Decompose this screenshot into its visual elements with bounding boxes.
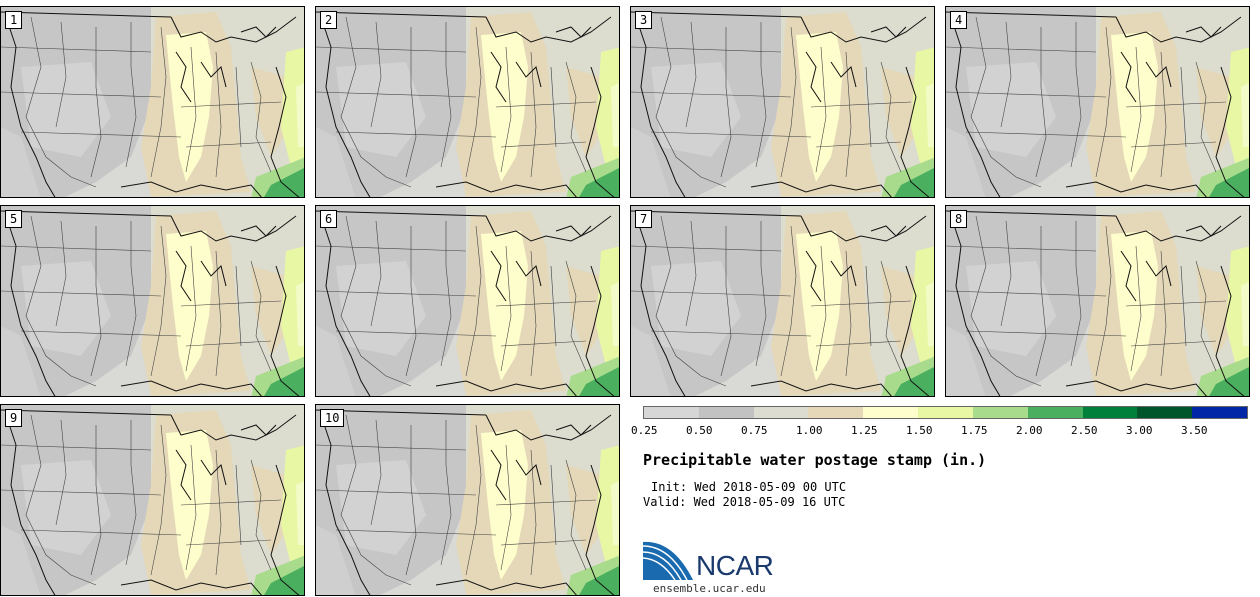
- map-panel-9: 9: [0, 404, 305, 596]
- colorbar-tick-label: 3.50: [1181, 424, 1208, 437]
- member-label: 3: [635, 11, 653, 29]
- colorbar-swatch: [1082, 407, 1138, 418]
- member-label: 9: [5, 409, 23, 427]
- precipitable-water-map: [316, 7, 619, 197]
- member-label: 1: [5, 11, 23, 29]
- colorbar-swatch: [918, 407, 973, 418]
- member-label: 6: [320, 210, 338, 228]
- map-panel-2: 2: [315, 6, 620, 198]
- colorbar-tick-label: 2.50: [1071, 424, 1098, 437]
- map-panel-10: 10: [315, 404, 620, 596]
- colorbar-tick-label: 1.25: [851, 424, 878, 437]
- colorbar-tick-label: 3.00: [1126, 424, 1153, 437]
- colorbar-swatch: [1027, 407, 1083, 418]
- precipitable-water-map: [1, 7, 304, 197]
- colorbar-tick-label: 1.50: [906, 424, 933, 437]
- ncar-logo-icon: [643, 541, 693, 581]
- precipitable-water-map: [946, 7, 1249, 197]
- colorbar-swatch: [698, 407, 754, 418]
- member-label: 2: [320, 11, 338, 29]
- precipitable-water-map: [316, 206, 619, 396]
- member-label: 4: [950, 11, 968, 29]
- precipitable-water-map: [1, 405, 304, 595]
- colorbar-ticks: 0.25 0.50 0.75 1.00 1.25 1.50 1.75 2.00 2.50 3.00…: [630, 424, 1250, 438]
- member-label: 5: [5, 210, 23, 228]
- colorbar-swatch: [1192, 407, 1247, 418]
- map-panel-1: 1: [0, 6, 305, 198]
- colorbar-swatch: [753, 407, 809, 418]
- precipitable-water-map: [316, 405, 619, 595]
- member-label: 8: [950, 210, 968, 228]
- colorbar-swatch: [972, 407, 1028, 418]
- colorbar-swatch: [1137, 407, 1193, 418]
- page-title: Precipitable water postage stamp (in.): [643, 451, 987, 469]
- colorbar-swatch: [863, 407, 919, 418]
- colorbar: [643, 406, 1248, 419]
- colorbar-swatch: [808, 407, 864, 418]
- map-panel-4: 4: [945, 6, 1250, 198]
- colorbar-tick-label: 0.50: [686, 424, 713, 437]
- member-label: 7: [635, 210, 653, 228]
- colorbar-tick-label: 0.25: [631, 424, 658, 437]
- ncar-logo-text: NCAR: [696, 550, 774, 581]
- map-panel-8: 8: [945, 205, 1250, 397]
- precipitable-water-map: [631, 7, 934, 197]
- member-label: 10: [320, 409, 345, 427]
- site-url: ensemble.ucar.edu: [653, 582, 766, 595]
- precipitable-water-map: [946, 206, 1249, 396]
- colorbar-swatch: [644, 407, 699, 418]
- map-panel-5: 5: [0, 205, 305, 397]
- map-panel-6: 6: [315, 205, 620, 397]
- colorbar-tick-label: 1.75: [961, 424, 988, 437]
- map-panel-7: 7: [630, 205, 935, 397]
- precipitable-water-map: [1, 206, 304, 396]
- precipitable-water-map: [631, 206, 934, 396]
- colorbar-tick-label: 2.00: [1016, 424, 1043, 437]
- init-time: Init: Wed 2018-05-09 00 UTC: [651, 480, 847, 494]
- map-panel-3: 3: [630, 6, 935, 198]
- colorbar-tick-label: 0.75: [741, 424, 768, 437]
- valid-time: Valid: Wed 2018-05-09 16 UTC: [643, 495, 846, 509]
- colorbar-tick-label: 1.00: [796, 424, 823, 437]
